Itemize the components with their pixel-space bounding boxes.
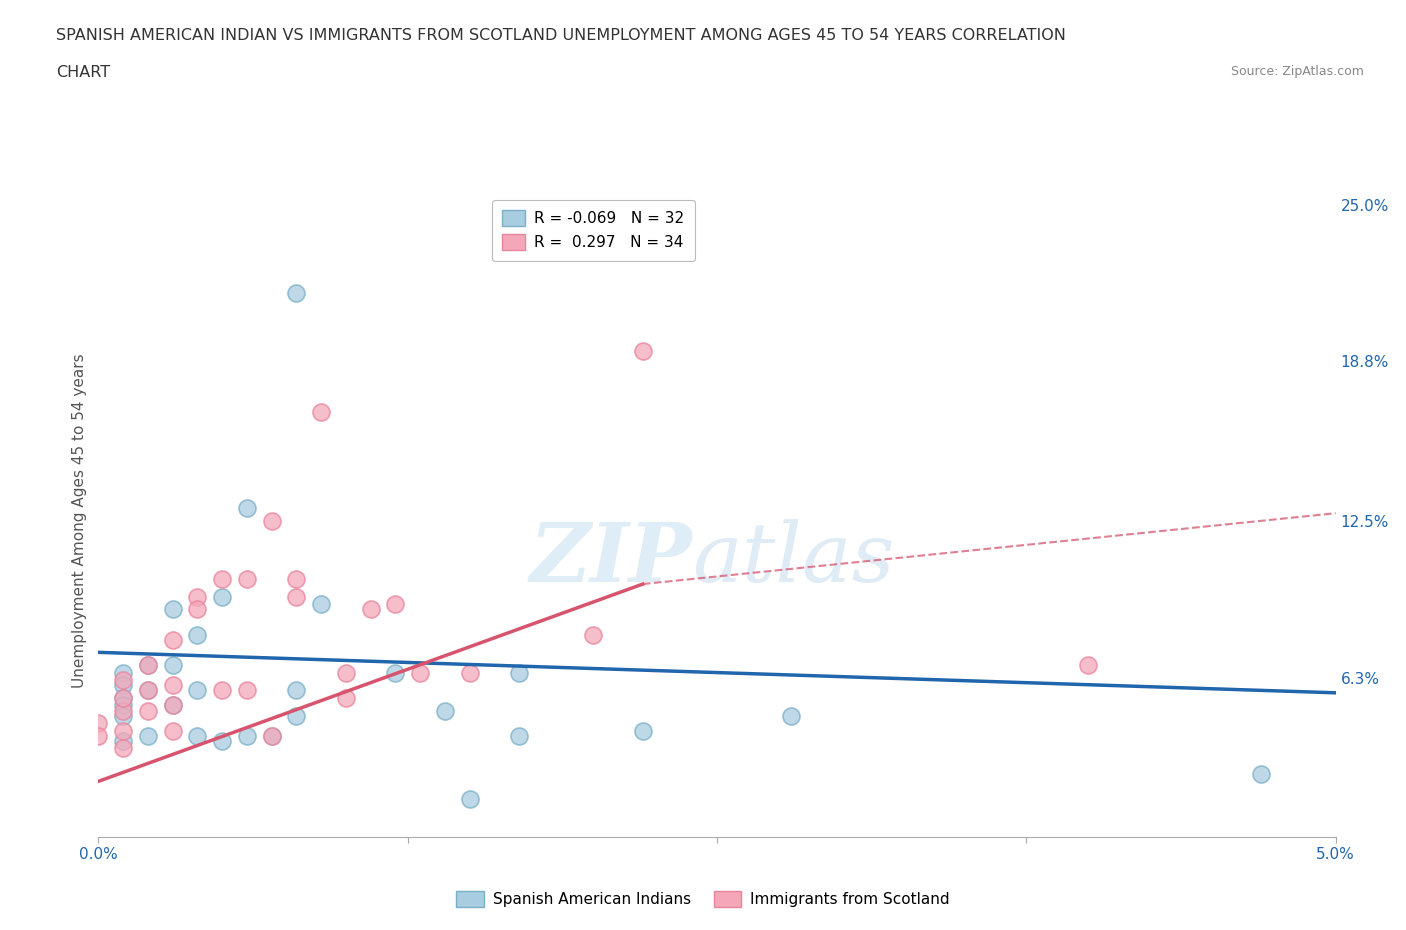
Point	[136, 703, 159, 718]
Point	[162, 632, 184, 647]
Point	[112, 690, 135, 705]
Point	[335, 665, 357, 680]
Point	[260, 513, 283, 528]
Text: ZIP: ZIP	[530, 519, 692, 599]
Point	[211, 734, 233, 749]
Point	[360, 602, 382, 617]
Point	[112, 708, 135, 723]
Point	[285, 590, 308, 604]
Point	[162, 724, 184, 738]
Point	[112, 690, 135, 705]
Point	[433, 703, 456, 718]
Point	[285, 683, 308, 698]
Point	[508, 728, 530, 743]
Point	[112, 724, 135, 738]
Point	[384, 597, 406, 612]
Point	[162, 658, 184, 672]
Point	[87, 728, 110, 743]
Point	[285, 708, 308, 723]
Point	[236, 683, 259, 698]
Text: SPANISH AMERICAN INDIAN VS IMMIGRANTS FROM SCOTLAND UNEMPLOYMENT AMONG AGES 45 T: SPANISH AMERICAN INDIAN VS IMMIGRANTS FR…	[56, 28, 1066, 43]
Point	[236, 572, 259, 587]
Point	[162, 698, 184, 713]
Point	[285, 572, 308, 587]
Point	[162, 602, 184, 617]
Legend: Spanish American Indians, Immigrants from Scotland: Spanish American Indians, Immigrants fro…	[450, 884, 956, 913]
Point	[1077, 658, 1099, 672]
Point	[409, 665, 432, 680]
Point	[780, 708, 803, 723]
Point	[186, 590, 208, 604]
Point	[309, 405, 332, 419]
Point	[136, 683, 159, 698]
Point	[112, 665, 135, 680]
Point	[136, 683, 159, 698]
Point	[112, 672, 135, 687]
Point	[186, 627, 208, 642]
Text: CHART: CHART	[56, 65, 110, 80]
Point	[335, 690, 357, 705]
Legend: R = -0.069   N = 32, R =  0.297   N = 34: R = -0.069 N = 32, R = 0.297 N = 34	[492, 200, 695, 260]
Point	[384, 665, 406, 680]
Point	[508, 665, 530, 680]
Point	[136, 728, 159, 743]
Point	[112, 678, 135, 693]
Point	[87, 716, 110, 731]
Point	[186, 683, 208, 698]
Point	[236, 728, 259, 743]
Point	[211, 683, 233, 698]
Point	[260, 728, 283, 743]
Point	[112, 734, 135, 749]
Point	[260, 728, 283, 743]
Point	[112, 741, 135, 756]
Point	[162, 678, 184, 693]
Point	[458, 665, 481, 680]
Point	[211, 572, 233, 587]
Point	[136, 658, 159, 672]
Point	[186, 602, 208, 617]
Point	[458, 791, 481, 806]
Text: atlas: atlas	[692, 519, 894, 599]
Point	[582, 627, 605, 642]
Point	[236, 500, 259, 515]
Point	[211, 590, 233, 604]
Point	[186, 728, 208, 743]
Point	[112, 703, 135, 718]
Text: Source: ZipAtlas.com: Source: ZipAtlas.com	[1230, 65, 1364, 78]
Point	[285, 286, 308, 300]
Point	[136, 658, 159, 672]
Point	[112, 698, 135, 713]
Point	[162, 698, 184, 713]
Point	[1250, 766, 1272, 781]
Y-axis label: Unemployment Among Ages 45 to 54 years: Unemployment Among Ages 45 to 54 years	[72, 353, 87, 688]
Point	[631, 344, 654, 359]
Point	[309, 597, 332, 612]
Point	[631, 724, 654, 738]
